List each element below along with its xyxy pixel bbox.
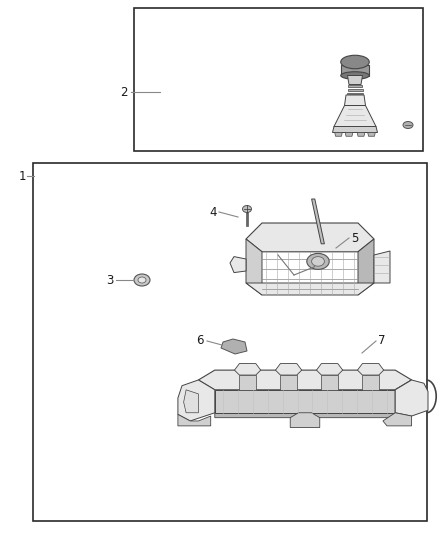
Polygon shape xyxy=(234,364,261,375)
Polygon shape xyxy=(311,199,325,244)
Polygon shape xyxy=(358,239,374,295)
Bar xyxy=(33,163,427,521)
Polygon shape xyxy=(357,364,384,375)
Text: 1: 1 xyxy=(18,169,26,182)
Polygon shape xyxy=(383,413,412,426)
Polygon shape xyxy=(357,133,365,136)
Ellipse shape xyxy=(138,277,146,283)
Polygon shape xyxy=(341,65,369,76)
Polygon shape xyxy=(362,375,379,390)
Bar xyxy=(134,8,423,151)
Polygon shape xyxy=(221,339,247,354)
Text: 2: 2 xyxy=(120,85,128,99)
Polygon shape xyxy=(374,251,390,283)
Polygon shape xyxy=(348,85,362,87)
Polygon shape xyxy=(246,239,262,295)
Polygon shape xyxy=(347,89,363,91)
Text: 6: 6 xyxy=(196,335,204,348)
Polygon shape xyxy=(246,283,374,295)
Polygon shape xyxy=(395,380,412,413)
Polygon shape xyxy=(198,370,412,390)
Ellipse shape xyxy=(403,122,413,128)
Text: 4: 4 xyxy=(209,206,217,219)
Text: 7: 7 xyxy=(378,335,386,348)
Ellipse shape xyxy=(134,274,150,286)
Polygon shape xyxy=(321,375,338,390)
Polygon shape xyxy=(215,390,395,413)
Polygon shape xyxy=(280,375,297,390)
Polygon shape xyxy=(246,223,374,252)
Polygon shape xyxy=(335,133,342,136)
Polygon shape xyxy=(345,95,365,106)
Ellipse shape xyxy=(307,253,329,269)
Polygon shape xyxy=(178,414,211,426)
Text: 5: 5 xyxy=(351,231,359,245)
Polygon shape xyxy=(368,133,375,136)
Polygon shape xyxy=(317,364,343,375)
Polygon shape xyxy=(290,413,320,427)
Polygon shape xyxy=(240,375,256,390)
Polygon shape xyxy=(276,364,302,375)
Polygon shape xyxy=(178,380,215,421)
Ellipse shape xyxy=(341,72,369,79)
Polygon shape xyxy=(230,256,246,272)
Polygon shape xyxy=(345,133,353,136)
Ellipse shape xyxy=(341,55,369,69)
Polygon shape xyxy=(215,403,412,418)
Ellipse shape xyxy=(243,206,251,213)
Polygon shape xyxy=(347,93,363,94)
Polygon shape xyxy=(395,380,428,416)
Polygon shape xyxy=(332,126,378,133)
Ellipse shape xyxy=(311,256,325,266)
Polygon shape xyxy=(347,76,363,85)
Text: 3: 3 xyxy=(106,273,114,287)
Polygon shape xyxy=(334,106,376,130)
Polygon shape xyxy=(184,390,198,413)
